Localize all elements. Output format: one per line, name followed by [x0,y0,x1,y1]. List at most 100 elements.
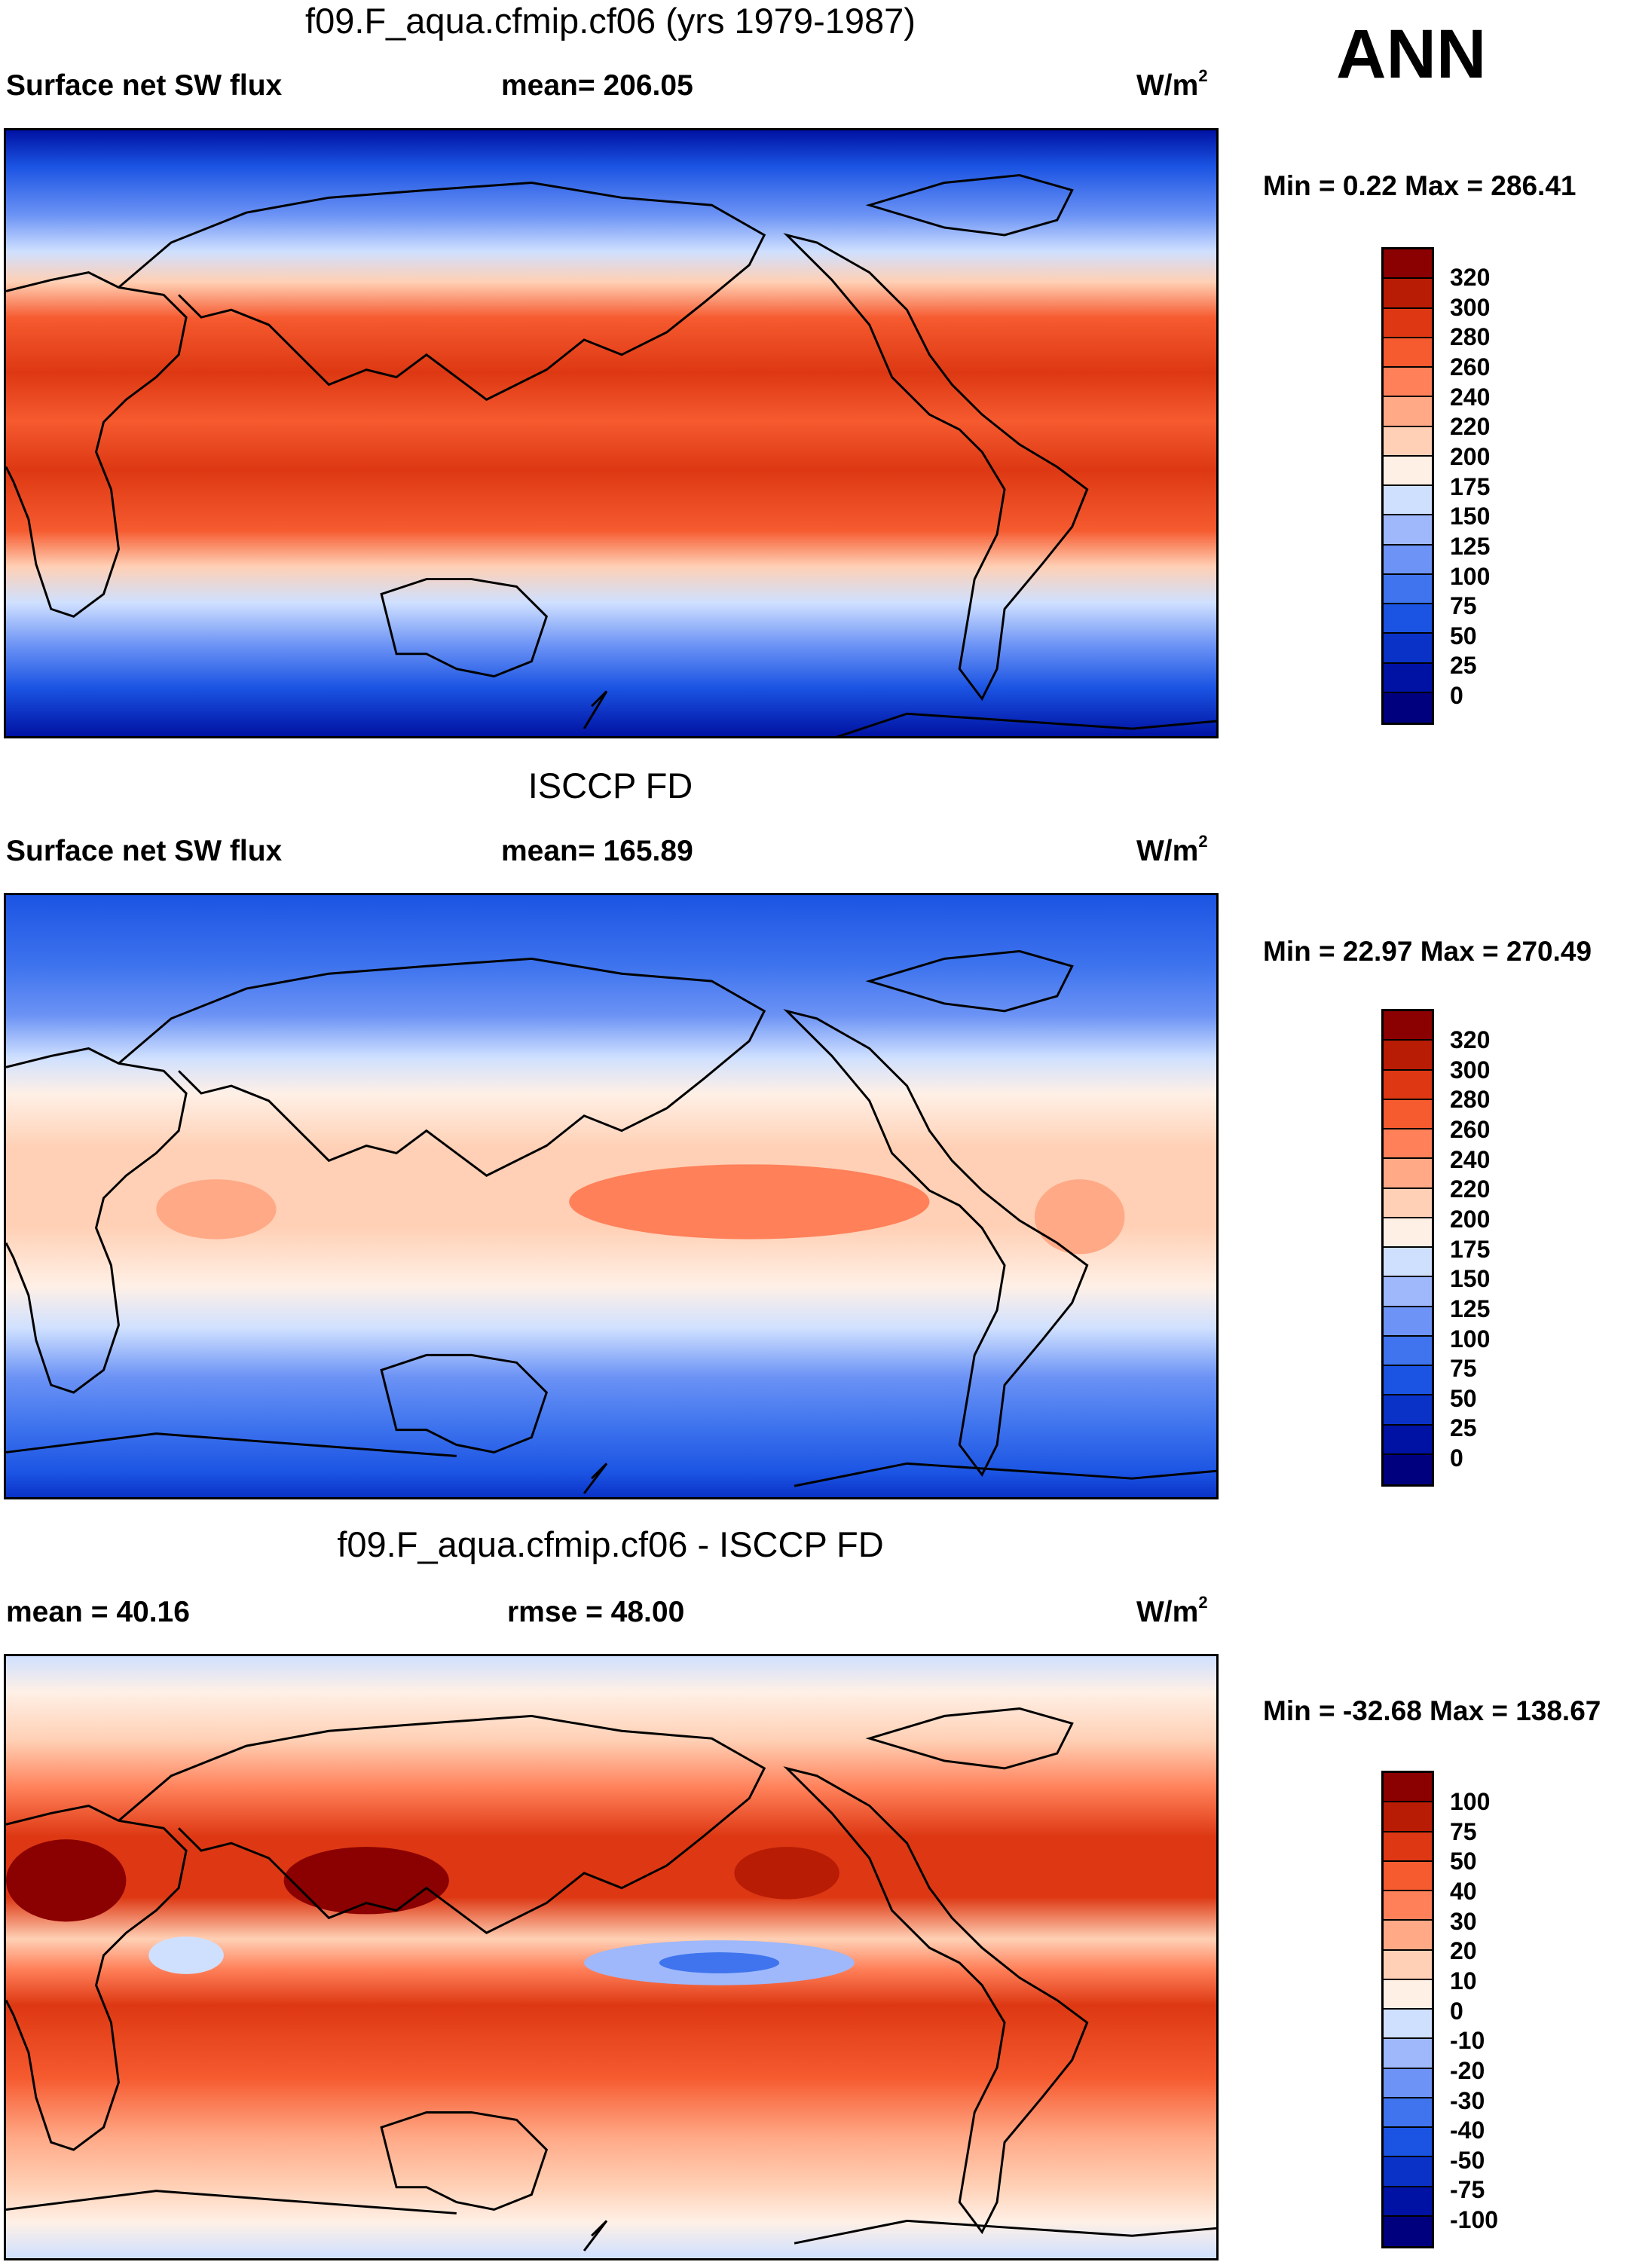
colorbar-tick: 100 [1450,1788,1491,1815]
colorbar-tick: 280 [1450,1086,1491,1113]
colorbar-tick: -10 [1450,2027,1485,2054]
colorbar-tick: 0 [1450,1997,1463,2025]
colorbar-swatch [1384,663,1432,693]
panel3-map [4,1654,1219,2260]
panel1-units: W/m2 [1136,66,1208,102]
colorbar-tick: 10 [1450,1967,1477,1994]
colorbar-swatch [1384,1307,1432,1337]
colorbar-tick: 25 [1450,652,1477,679]
panel1-minmax: Min = 0.22 Max = 286.41 [1263,170,1576,201]
panel2-warm-patch [156,1179,277,1239]
colorbar-swatch [1384,1188,1432,1218]
colorbar-swatch [1384,308,1432,338]
colorbar-swatch [1384,1454,1432,1484]
colorbar-swatch [1384,249,1432,280]
colorbar-tick: 260 [1450,1116,1491,1143]
colorbar-swatch [1384,2216,1432,2246]
colorbar-tick: 100 [1450,563,1491,590]
season-label: ANN [1336,16,1487,93]
colorbar-swatch [1384,1159,1432,1189]
colorbar-swatch [1384,486,1432,516]
colorbar-tick: 150 [1450,503,1491,530]
colorbar-swatch [1384,1950,1432,1980]
panel1-coastlines [6,174,1216,736]
colorbar-tick: -30 [1450,2087,1485,2114]
panel3-mean-label: mean = 40.16 [6,1596,190,1628]
colorbar-swatch [1384,1277,1432,1307]
colorbar-tick: 75 [1450,1818,1477,1845]
colorbar-tick: 220 [1450,413,1491,440]
panel2-warm-patch [1034,1179,1125,1255]
colorbar-tick: 125 [1450,533,1491,560]
colorbar-tick: 300 [1450,1056,1491,1084]
panel2-colorbar [1381,1009,1434,1487]
panel3-max-patch [734,1847,839,1900]
panel1-map [4,128,1219,738]
panel1-field [6,130,1216,736]
colorbar-tick: 200 [1450,443,1491,470]
panel1-mean-label: mean= 206.05 [501,69,693,102]
colorbar-swatch [1384,2157,1432,2187]
colorbar-swatch [1384,692,1432,723]
colorbar-tick: 40 [1450,1878,1477,1905]
colorbar-swatch [1384,1832,1432,1862]
panel2-coastlines [6,949,1216,1494]
colorbar-tick: 0 [1450,1444,1463,1472]
colorbar-swatch [1384,1979,1432,2010]
colorbar-tick: 50 [1450,1385,1477,1412]
colorbar-swatch [1384,1011,1432,1041]
panel2-map [4,893,1219,1499]
colorbar-swatch [1384,1425,1432,1455]
panel3-title: f09.F_aqua.cfmip.cf06 - ISCCP FD [337,1524,884,1564]
panel2-mean-label: mean= 165.89 [501,835,693,867]
colorbar-swatch [1384,574,1432,604]
panel1-left-label: Surface net SW flux [6,69,283,102]
colorbar-tick: -40 [1450,2117,1485,2144]
colorbar-swatch [1384,515,1432,546]
colorbar-swatch [1384,279,1432,309]
colorbar-tick: -100 [1450,2206,1499,2233]
panel2-units: W/m2 [1136,832,1208,867]
colorbar-swatch [1384,1129,1432,1160]
panel3-units: W/m2 [1136,1593,1208,1628]
panel3-cool-patch [659,1952,780,1973]
colorbar-tick: 220 [1450,1175,1491,1203]
colorbar-tick: -20 [1450,2057,1485,2084]
panel3-coastlines [6,1707,1216,2251]
colorbar-tick: 20 [1450,1937,1477,1964]
colorbar-tick: 280 [1450,323,1491,350]
colorbar-swatch [1384,2010,1432,2040]
colorbar-tick: 125 [1450,1295,1491,1322]
panel2-title: ISCCP FD [528,766,693,805]
colorbar-swatch [1384,634,1432,664]
panel1-title: f09.F_aqua.cfmip.cf06 (yrs 1979-1987) [305,1,916,41]
colorbar-tick: 240 [1450,1146,1491,1173]
colorbar-tick: 50 [1450,1848,1477,1875]
colorbar-tick: 300 [1450,294,1491,321]
colorbar-tick: -75 [1450,2176,1485,2203]
colorbar-swatch [1384,545,1432,575]
colorbar-swatch [1384,1773,1432,1803]
colorbar-tick: 75 [1450,1355,1477,1382]
colorbar-swatch [1384,1395,1432,1426]
colorbar-swatch [1384,397,1432,427]
colorbar-swatch [1384,604,1432,634]
colorbar-swatch [1384,338,1432,368]
panel3-rmse-label: rmse = 48.00 [507,1596,685,1628]
colorbar-tick: 175 [1450,473,1491,500]
colorbar-tick: 50 [1450,622,1477,650]
panel3-colorbar [1381,1771,1434,2248]
panel2-left-label: Surface net SW flux [6,835,283,867]
panel3-minmax: Min = -32.68 Max = 138.67 [1263,1695,1601,1726]
colorbar-tick: 100 [1450,1325,1491,1353]
colorbar-swatch [1384,368,1432,398]
colorbar-tick: 150 [1450,1265,1491,1292]
panel2-minmax: Min = 22.97 Max = 270.49 [1263,936,1592,967]
panel2-warm-patch [569,1164,930,1239]
colorbar-swatch [1384,1041,1432,1071]
panel3-cool-patch [148,1936,224,1974]
colorbar-swatch [1384,1861,1432,1891]
colorbar-swatch [1384,1070,1432,1100]
colorbar-tick: 200 [1450,1206,1491,1233]
colorbar-tick: 0 [1450,682,1463,709]
